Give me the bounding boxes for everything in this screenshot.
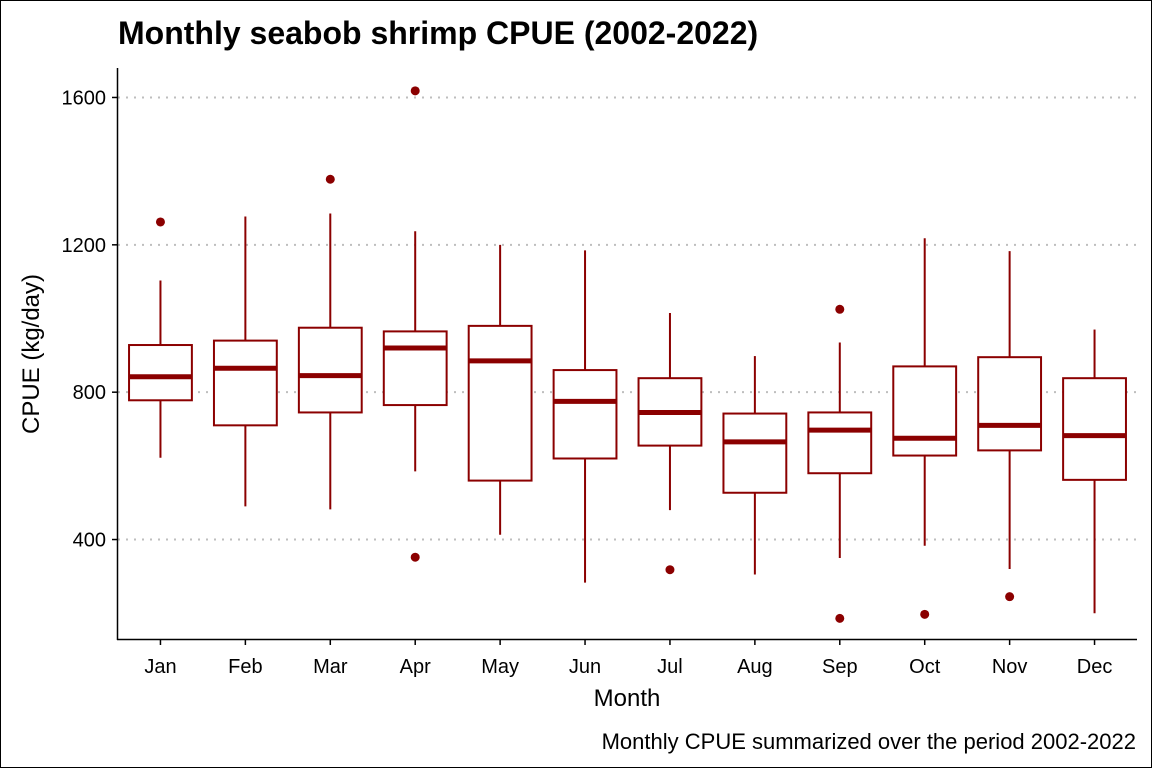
iqr-box-sep [807,411,873,475]
y-tick-label-400: 400 [73,530,106,552]
outlier-point-nov-0 [1005,592,1015,602]
chart-caption: Monthly CPUE summarized over the period … [602,729,1136,754]
x-tick-label-jan: Jan [144,656,176,678]
y-axis-title: CPUE (kg/day) [18,274,45,434]
box-jul [637,312,703,575]
outlier-point-mar-0 [325,174,335,184]
gridlines [118,96,1137,541]
x-tick-label-apr: Apr [400,656,431,678]
iqr-box-apr [382,330,448,407]
box-jun [552,250,618,583]
x-tick-label-sep: Sep [822,656,858,678]
x-tick-label-aug: Aug [737,656,773,678]
box-may [467,244,533,535]
iqr-box-feb [212,339,278,427]
outlier-point-apr-1 [410,552,420,562]
x-axis-title: Month [594,685,661,712]
outlier-point-sep-0 [835,304,845,314]
x-tick-label-oct: Oct [909,656,941,678]
boxes [128,86,1127,623]
box-nov [977,251,1043,602]
box-mar [297,174,363,510]
iqr-box-jun [552,369,618,460]
iqr-box-may [467,324,533,482]
x-tick-label-dec: Dec [1077,656,1113,678]
iqr-box-jan [128,344,193,402]
outlier-point-sep-1 [835,613,845,623]
outlier-point-oct-0 [920,609,930,619]
box-apr [382,86,448,562]
x-tick-label-feb: Feb [228,656,262,678]
x-ticks: Jan Feb Mar Apr May Jun Jul Aug Sep Oct Nov Dec [144,639,1112,678]
box-feb [212,216,278,507]
x-tick-label-nov: Nov [992,656,1028,678]
y-tick-label-800: 800 [73,382,106,404]
x-tick-label-mar: Mar [313,656,348,678]
y-tick-label-1200: 1200 [62,235,107,257]
x-tick-label-jun: Jun [569,656,601,678]
outlier-point-jan-0 [155,217,165,227]
box-sep [807,304,873,623]
outlier-point-jul-0 [665,565,675,575]
y-tick-label-1600: 1600 [62,87,107,109]
x-tick-label-jul: Jul [657,656,683,678]
box-dec [1062,329,1127,614]
iqr-box-nov [977,356,1043,452]
y-ticks: 400 800 1200 1600 [62,87,118,552]
outlier-point-apr-0 [410,86,420,96]
box-aug [722,356,788,575]
box-jan [128,217,193,458]
iqr-box-aug [722,412,788,494]
iqr-box-dec [1062,377,1127,481]
iqr-box-mar [297,326,363,414]
chart-title: Monthly seabob shrimp CPUE (2002-2022) [118,15,758,51]
iqr-box-oct [892,365,958,457]
box-oct [892,238,958,619]
x-tick-label-may: May [481,656,519,678]
